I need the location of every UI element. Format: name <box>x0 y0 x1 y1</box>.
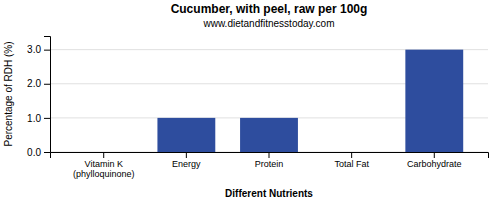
y-tick-mark <box>44 118 50 119</box>
x-tick-label-line: Protein <box>255 159 284 169</box>
y-axis-line <box>44 37 51 153</box>
x-tick-label-line: Carbohydrate <box>407 159 462 169</box>
y-tick-mark <box>44 152 50 153</box>
bar <box>405 50 463 152</box>
x-tick-mark <box>269 152 270 158</box>
x-tick-label: Energy <box>172 159 201 169</box>
bars <box>157 50 463 152</box>
x-tick-label-line: Energy <box>172 159 201 169</box>
y-tick: 0.0 <box>27 147 50 158</box>
x-axis: Vitamin K(phylloquinone) Energy Protein Tot… <box>51 152 489 179</box>
bar <box>323 152 381 153</box>
x-tick-label: Protein <box>255 159 284 169</box>
x-tick-mark <box>103 152 104 158</box>
x-axis-title: Different Nutrients <box>225 188 313 199</box>
x-tick: Protein <box>255 152 284 169</box>
subtitle: www.dietandfitnesstoday.com <box>203 18 335 29</box>
y-tick: 3.0 <box>27 44 50 55</box>
bar <box>75 152 133 153</box>
y-tick-label: 1.0 <box>27 113 41 124</box>
x-tick-label: Carbohydrate <box>407 159 462 169</box>
x-tick: Carbohydrate <box>407 152 462 169</box>
y-axis: 0.0 1.0 2.0 3.0 <box>27 37 50 158</box>
bar <box>240 118 298 152</box>
y-tick-label: 3.0 <box>27 44 41 55</box>
y-axis-title: Percentage of RDH (%) <box>3 41 14 146</box>
x-axis-line <box>51 153 489 159</box>
title: Cucumber, with peel, raw per 100g <box>171 2 368 16</box>
x-tick-mark <box>351 152 352 158</box>
x-tick-label: Vitamin K(phylloquinone) <box>73 159 135 179</box>
x-tick: Total Fat <box>334 152 369 169</box>
x-tick-label-line: (phylloquinone) <box>73 169 135 179</box>
x-tick: Energy <box>172 152 201 169</box>
x-tick: Vitamin K(phylloquinone) <box>73 152 135 179</box>
chart: 0.0 1.0 2.0 3.0 Vitamin K(phylloquinone) Ener… <box>0 0 500 200</box>
x-tick-mark <box>186 152 187 158</box>
x-tick-mark <box>434 152 435 158</box>
x-tick-label-line: Total Fat <box>334 159 369 169</box>
x-tick-label-line: Vitamin K <box>85 159 123 169</box>
x-tick-label: Total Fat <box>334 159 369 169</box>
y-tick: 1.0 <box>27 113 50 124</box>
y-tick-mark <box>44 50 50 51</box>
y-tick-label: 0.0 <box>27 147 41 158</box>
y-tick: 2.0 <box>27 78 50 89</box>
bar <box>157 118 215 152</box>
y-tick-label: 2.0 <box>27 78 41 89</box>
grid <box>50 50 488 152</box>
y-tick-mark <box>44 84 50 85</box>
